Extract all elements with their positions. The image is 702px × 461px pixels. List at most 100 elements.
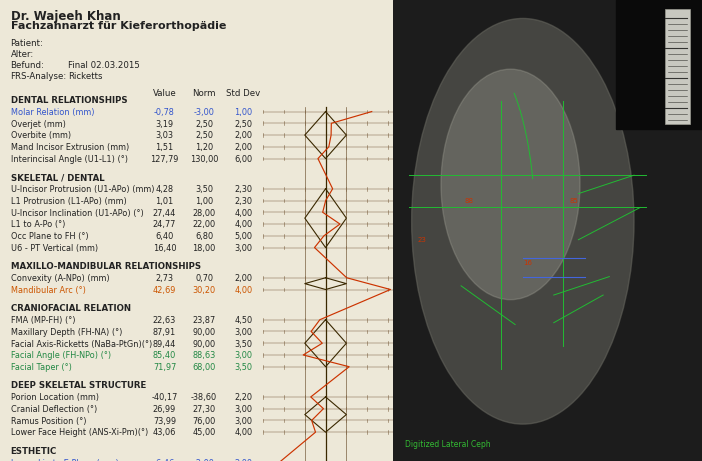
Text: -40,17: -40,17 bbox=[152, 393, 178, 402]
Text: 1,20: 1,20 bbox=[195, 143, 213, 152]
Text: Occ Plane to FH (°): Occ Plane to FH (°) bbox=[11, 232, 88, 241]
Text: 24,77: 24,77 bbox=[153, 220, 176, 230]
Text: 90,00: 90,00 bbox=[192, 339, 216, 349]
Text: 16,40: 16,40 bbox=[153, 244, 176, 253]
Text: Digitized Lateral Ceph: Digitized Lateral Ceph bbox=[406, 440, 491, 449]
Text: 23,87: 23,87 bbox=[192, 316, 216, 325]
Text: 2,73: 2,73 bbox=[156, 274, 173, 283]
Text: -3,00: -3,00 bbox=[194, 108, 214, 117]
Text: 30,20: 30,20 bbox=[192, 286, 216, 295]
Text: ESTHETIC: ESTHETIC bbox=[11, 447, 57, 456]
Text: L1 Protrusion (L1-APo) (mm): L1 Protrusion (L1-APo) (mm) bbox=[11, 197, 126, 206]
Text: MAXILLO-MANDIBULAR RELATIONSHIPS: MAXILLO-MANDIBULAR RELATIONSHIPS bbox=[11, 262, 201, 271]
Text: 22,63: 22,63 bbox=[153, 316, 176, 325]
Text: 42,69: 42,69 bbox=[153, 286, 176, 295]
Text: Mandibular Arc (°): Mandibular Arc (°) bbox=[11, 286, 86, 295]
Text: FMA (MP-FH) (°): FMA (MP-FH) (°) bbox=[11, 316, 75, 325]
Text: Facial Taper (°): Facial Taper (°) bbox=[11, 363, 72, 372]
Text: 1,51: 1,51 bbox=[155, 143, 173, 152]
Text: 68,00: 68,00 bbox=[192, 363, 216, 372]
Text: 18,00: 18,00 bbox=[192, 244, 216, 253]
Text: 130,00: 130,00 bbox=[190, 155, 218, 164]
Text: 2,30: 2,30 bbox=[234, 185, 253, 194]
Text: 73,99: 73,99 bbox=[153, 417, 176, 426]
Text: 6,40: 6,40 bbox=[155, 232, 173, 241]
Text: SKELETAL / DENTAL: SKELETAL / DENTAL bbox=[11, 173, 104, 182]
Text: 89,44: 89,44 bbox=[153, 339, 176, 349]
Text: 2,50: 2,50 bbox=[195, 120, 213, 129]
Text: 28,00: 28,00 bbox=[192, 208, 216, 218]
Text: 2,00: 2,00 bbox=[234, 131, 253, 141]
Text: Cranial Deflection (°): Cranial Deflection (°) bbox=[11, 405, 97, 414]
Text: CRANIOFACIAL RELATION: CRANIOFACIAL RELATION bbox=[11, 304, 131, 313]
Text: U-Incisor Inclination (U1-APo) (°): U-Incisor Inclination (U1-APo) (°) bbox=[11, 208, 143, 218]
Text: 1,00: 1,00 bbox=[234, 108, 253, 117]
Text: Porion Location (mm): Porion Location (mm) bbox=[11, 393, 98, 402]
Text: Alter:: Alter: bbox=[11, 50, 34, 59]
Text: 88,63: 88,63 bbox=[192, 351, 216, 361]
Text: -2,00: -2,00 bbox=[194, 459, 214, 461]
Text: Ricketts: Ricketts bbox=[69, 72, 103, 82]
Text: 6,00: 6,00 bbox=[234, 155, 253, 164]
Text: 88: 88 bbox=[464, 197, 473, 204]
Text: 3,00: 3,00 bbox=[234, 417, 253, 426]
Text: Overjet (mm): Overjet (mm) bbox=[11, 120, 65, 129]
Text: 23: 23 bbox=[418, 236, 427, 243]
Ellipse shape bbox=[411, 18, 634, 424]
Text: 27,44: 27,44 bbox=[153, 208, 176, 218]
Text: Value: Value bbox=[152, 89, 176, 98]
Text: L1 to A-Po (°): L1 to A-Po (°) bbox=[11, 220, 65, 230]
Text: 3,50: 3,50 bbox=[234, 363, 253, 372]
Text: Molar Relation (mm): Molar Relation (mm) bbox=[11, 108, 94, 117]
Text: Fachzahnarzt für Kieferorthopädie: Fachzahnarzt für Kieferorthopädie bbox=[11, 21, 226, 31]
Text: Patient:: Patient: bbox=[11, 39, 44, 48]
Text: Facial Angle (FH-NPo) (°): Facial Angle (FH-NPo) (°) bbox=[11, 351, 111, 361]
Text: Interincisal Angle (U1-L1) (°): Interincisal Angle (U1-L1) (°) bbox=[11, 155, 128, 164]
Text: DEEP SKELETAL STRUCTURE: DEEP SKELETAL STRUCTURE bbox=[11, 381, 146, 390]
Text: 4,28: 4,28 bbox=[155, 185, 173, 194]
Text: 3,50: 3,50 bbox=[195, 185, 213, 194]
Text: 1,00: 1,00 bbox=[195, 197, 213, 206]
Text: Mand Incisor Extrusion (mm): Mand Incisor Extrusion (mm) bbox=[11, 143, 128, 152]
Text: Facial Axis-Ricketts (NaBa-PtGn)(°): Facial Axis-Ricketts (NaBa-PtGn)(°) bbox=[11, 339, 152, 349]
Text: 87,91: 87,91 bbox=[153, 328, 176, 337]
Ellipse shape bbox=[441, 69, 580, 300]
Bar bbox=[665, 9, 689, 124]
Text: Overbite (mm): Overbite (mm) bbox=[11, 131, 71, 141]
Text: 22,00: 22,00 bbox=[192, 220, 216, 230]
Text: 3,00: 3,00 bbox=[234, 328, 253, 337]
Text: U6 - PT Vertical (mm): U6 - PT Vertical (mm) bbox=[11, 244, 98, 253]
Text: 85,40: 85,40 bbox=[153, 351, 176, 361]
Text: 4,00: 4,00 bbox=[234, 220, 253, 230]
Text: 71,97: 71,97 bbox=[153, 363, 176, 372]
Text: 2,00: 2,00 bbox=[234, 274, 253, 283]
Text: Lower Face Height (ANS-Xi-Pm)(°): Lower Face Height (ANS-Xi-Pm)(°) bbox=[11, 429, 148, 437]
Text: 45,00: 45,00 bbox=[192, 429, 216, 437]
Text: Ramus Position (°): Ramus Position (°) bbox=[11, 417, 86, 426]
Text: 4,50: 4,50 bbox=[234, 316, 253, 325]
Text: 3,00: 3,00 bbox=[234, 351, 253, 361]
Bar bbox=[616, 0, 702, 129]
Text: 76,00: 76,00 bbox=[192, 417, 216, 426]
Text: Befund:: Befund: bbox=[11, 61, 44, 71]
Text: 4,00: 4,00 bbox=[234, 208, 253, 218]
Text: 2,00: 2,00 bbox=[234, 143, 253, 152]
Text: 5,00: 5,00 bbox=[234, 232, 253, 241]
Text: Convexity (A-NPo) (mm): Convexity (A-NPo) (mm) bbox=[11, 274, 109, 283]
Text: Final 02.03.2015: Final 02.03.2015 bbox=[69, 61, 140, 71]
Text: 26,99: 26,99 bbox=[153, 405, 176, 414]
Text: 4,00: 4,00 bbox=[234, 429, 253, 437]
Text: 2,50: 2,50 bbox=[195, 131, 213, 141]
Text: -6,46: -6,46 bbox=[154, 459, 176, 461]
Text: 0,70: 0,70 bbox=[195, 274, 213, 283]
Text: 2,30: 2,30 bbox=[234, 197, 253, 206]
Text: 6,80: 6,80 bbox=[195, 232, 213, 241]
Text: 3,19: 3,19 bbox=[155, 120, 173, 129]
Text: 2,20: 2,20 bbox=[234, 393, 253, 402]
Text: U-Incisor Protrusion (U1-APo) (mm): U-Incisor Protrusion (U1-APo) (mm) bbox=[11, 185, 154, 194]
Text: 127,79: 127,79 bbox=[150, 155, 179, 164]
Text: 3,50: 3,50 bbox=[234, 339, 253, 349]
Text: Std Dev: Std Dev bbox=[226, 89, 260, 98]
Text: Maxillary Depth (FH-NA) (°): Maxillary Depth (FH-NA) (°) bbox=[11, 328, 122, 337]
Text: 85: 85 bbox=[569, 197, 578, 204]
